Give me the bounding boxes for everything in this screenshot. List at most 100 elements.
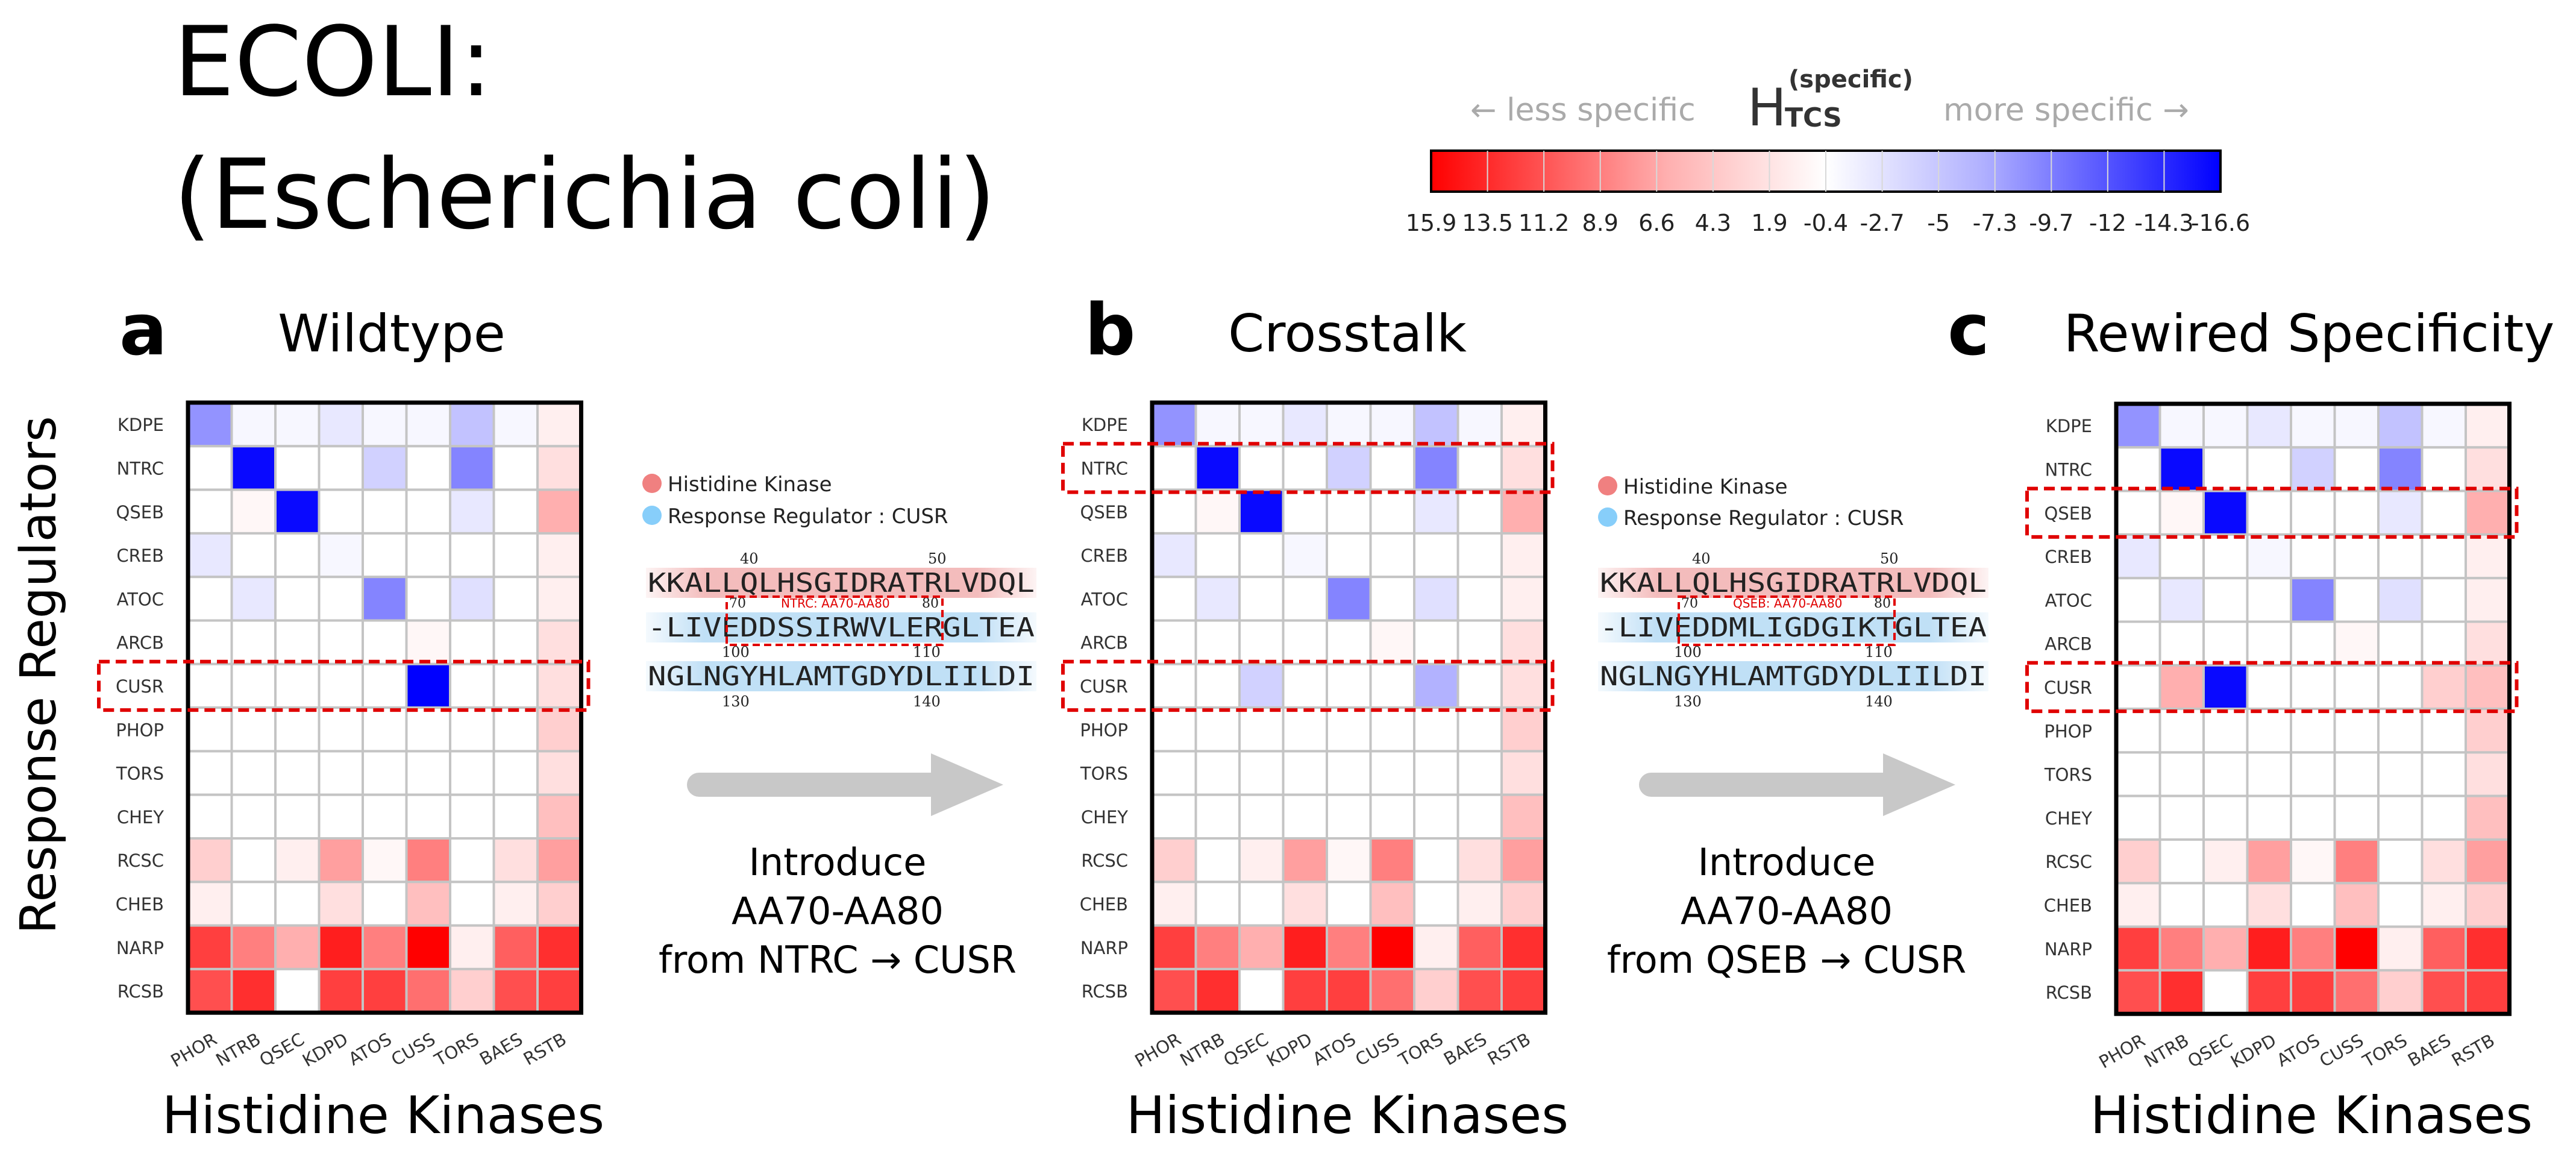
heatmap-cell	[2158, 446, 2205, 492]
heatmap-cell	[1194, 750, 1241, 796]
heatmap-cell	[1326, 706, 1372, 753]
heatmap-cell	[2290, 838, 2336, 885]
heatmap-cell	[2333, 533, 2380, 580]
heatmap-cell	[449, 576, 495, 622]
colorbar-ticks: 15.9 13.5 11.2 8.9 6.6 4.3 1.9 -0.4 -2.7 -5 -7.3 -9…	[1406, 151, 2250, 236]
heatmap-cell	[1456, 532, 1503, 579]
row-label: NARP	[2045, 939, 2092, 960]
heatmap-cell	[2202, 794, 2249, 841]
heatmap-cell	[2115, 446, 2161, 492]
heatmap-cell	[362, 445, 408, 491]
row-label: CUSR	[1080, 676, 1128, 697]
seq-num: 50	[928, 550, 947, 567]
heatmap-cell	[362, 662, 408, 709]
heatmap-cell	[1369, 881, 1415, 927]
column-label: ATOS	[345, 1029, 395, 1070]
heatmap-cell	[2465, 838, 2511, 885]
seq-num: 140	[913, 693, 941, 710]
row-label: ATOC	[2045, 590, 2092, 611]
colorbar-tick-label: 13.5	[1462, 210, 1513, 236]
heatmap-cell	[1238, 445, 1285, 491]
heatmap-cell	[1369, 967, 1415, 1014]
heatmap-cell	[1326, 488, 1372, 535]
heatmap-cell	[2115, 664, 2161, 711]
heatmap-cell	[1326, 401, 1372, 448]
column-label: KDPD	[299, 1029, 351, 1071]
heatmap-cell	[2115, 620, 2161, 667]
heatmap-cell	[2333, 838, 2380, 885]
heatmap-cell	[2246, 446, 2292, 492]
heatmap-cell	[1238, 532, 1285, 579]
heatmap-cell	[2421, 533, 2467, 580]
row-label: CHEB	[2044, 895, 2092, 916]
heatmap-cell	[2115, 708, 2161, 754]
heatmap-cell	[318, 532, 364, 579]
heatmap-cell	[2290, 708, 2336, 754]
column-label: CUSS	[387, 1029, 439, 1070]
heatmap-cell	[318, 576, 364, 622]
rr-seq-band	[646, 612, 1036, 642]
heatmap-cell	[1282, 706, 1328, 753]
heatmap-cell	[2158, 708, 2205, 754]
x-axis-label: Histidine Kinases	[162, 1085, 604, 1146]
column-label: CUSS	[1352, 1029, 1403, 1070]
heatmap-cell	[2377, 838, 2424, 885]
heatmap-cell	[274, 532, 321, 579]
heatmap-cell	[1456, 750, 1503, 796]
colorbar-tick-label: -2.7	[1860, 210, 1904, 236]
heatmap-cell	[1413, 750, 1459, 796]
heatmap-cell	[2377, 533, 2424, 580]
heatmap-cell	[2465, 794, 2511, 841]
heatmap-cell	[318, 619, 364, 665]
heatmap-frame	[186, 400, 583, 1015]
box-label: NTRC: AA70-AA80	[781, 596, 890, 611]
heatmap-cell	[187, 619, 233, 665]
y-axis-label: Response Regulators	[10, 416, 67, 934]
heatmap-cell	[1238, 793, 1285, 840]
heatmap-cell	[2115, 969, 2161, 1016]
row-label: RCSC	[117, 850, 164, 871]
heatmap-cell	[1456, 793, 1503, 840]
legend-rr-dot	[1598, 507, 1617, 527]
hk-sequence: KKALLQLHSGIDRATRLVDQL	[1600, 568, 1987, 598]
heatmap-cell	[449, 924, 495, 970]
heatmap-cell	[2202, 403, 2249, 449]
heatmap-cell	[492, 793, 539, 840]
colorbar-right-note: more specific →	[1943, 92, 2189, 128]
colorbar-tick-label: 1.9	[1751, 210, 1787, 236]
heatmap-cell	[187, 576, 233, 622]
heatmap-cell	[1282, 401, 1328, 448]
heatmap-cell	[187, 532, 233, 579]
heatmap-cell	[405, 532, 451, 579]
heatmap-cell	[1282, 576, 1328, 622]
heatmap-cell	[1326, 881, 1372, 927]
column-label: QSEC	[256, 1029, 308, 1070]
legend-rr-label: Response Regulator : CUSR	[668, 504, 948, 529]
heatmap-cell	[2202, 882, 2249, 928]
heatmap-cell	[1500, 924, 1547, 970]
heatmap-cell	[2202, 577, 2249, 623]
heatmap-cell	[2465, 403, 2511, 449]
row-label: TORS	[1080, 764, 1128, 784]
heatmap-cell	[492, 488, 539, 535]
heatmap-cell	[2333, 664, 2380, 711]
heatmap-cell	[1194, 445, 1241, 491]
row-label: QSEB	[2045, 503, 2092, 524]
heatmap-cell	[2377, 489, 2424, 536]
heatmap-cell	[492, 662, 539, 709]
heatmap-cell	[1369, 619, 1415, 665]
heatmap-cell	[1238, 837, 1285, 884]
heatmap-cell	[1500, 445, 1547, 491]
heatmap-cell	[2421, 751, 2467, 797]
heatmap-cell	[2290, 577, 2336, 623]
heatmap-cell	[230, 706, 277, 753]
heatmap-cell	[405, 488, 451, 535]
colorbar-tick-label: 4.3	[1695, 210, 1731, 236]
heatmap-cell	[1151, 445, 1197, 491]
heatmap-cell	[1151, 619, 1197, 665]
heatmap-cell	[2465, 708, 2511, 754]
heatmap-panel-b: b Crosstalk KDPE NTRC QSEB CREB ATOC ARCB CUSR PH…	[1061, 288, 1568, 1146]
heatmap-cell	[318, 881, 364, 927]
row-label: TORS	[116, 764, 164, 784]
heatmap-cell	[2246, 794, 2292, 841]
